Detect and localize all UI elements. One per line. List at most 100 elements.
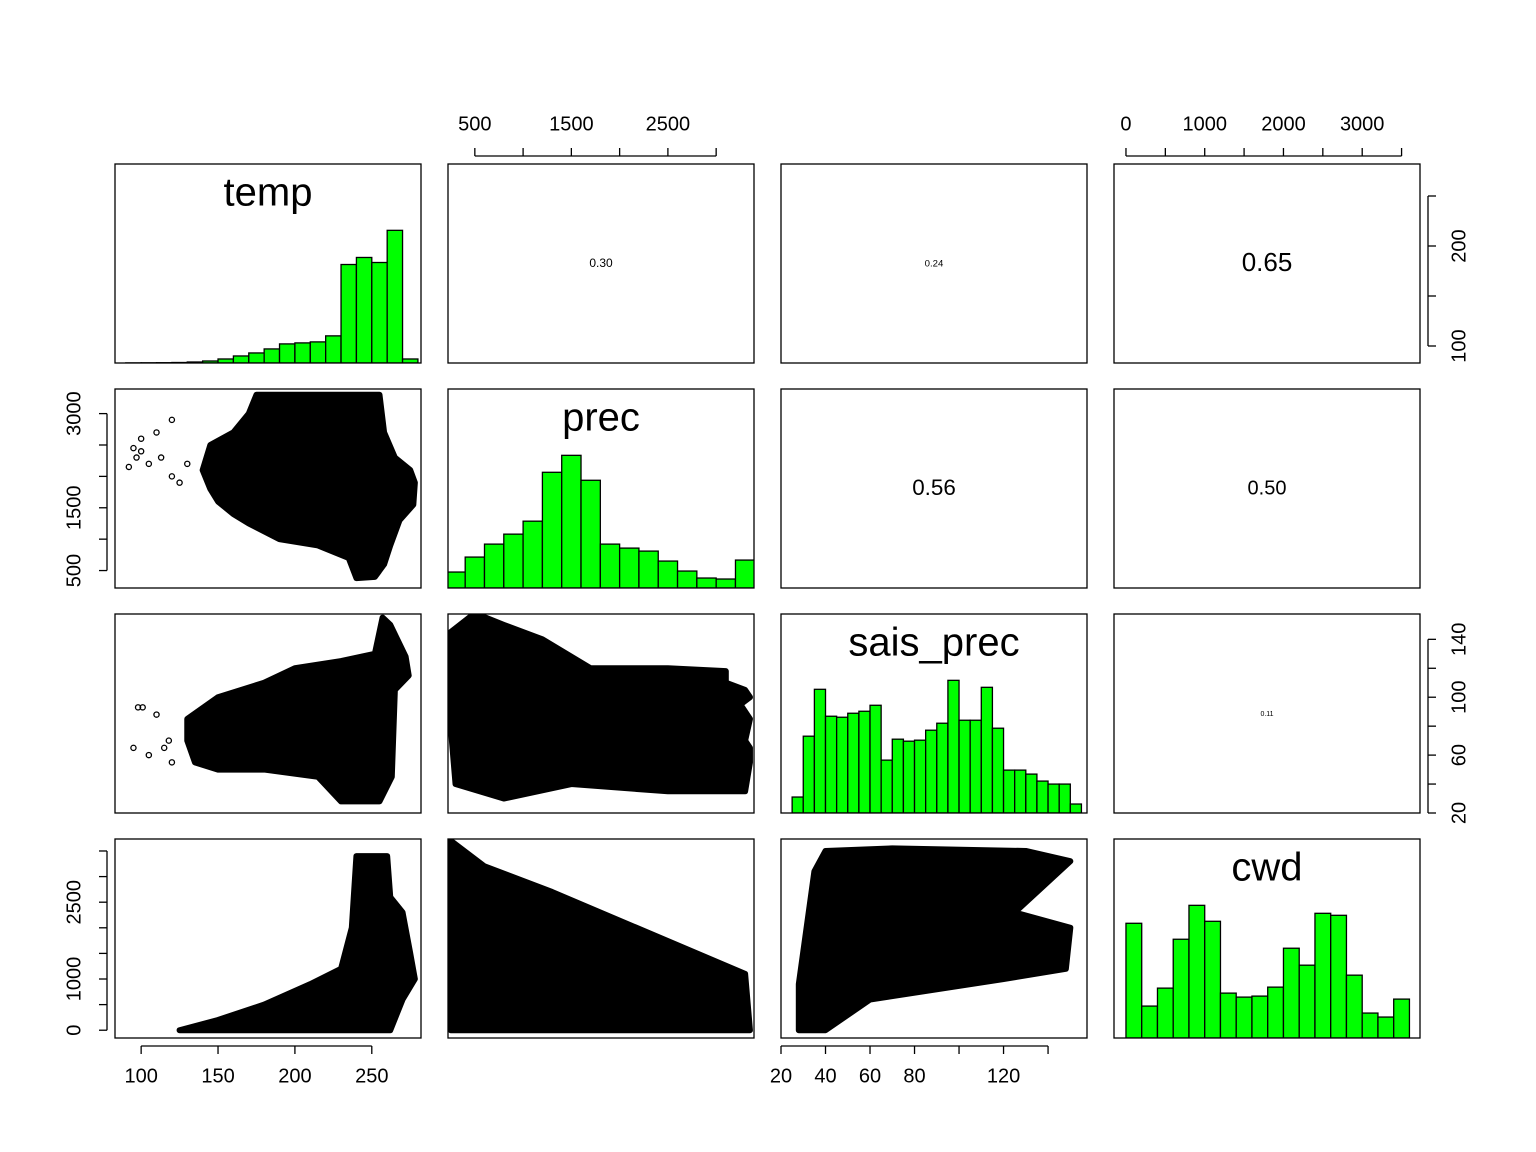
scatter-cloud [448,614,753,802]
hist-bar [1036,780,1049,813]
hist-bar [1172,938,1190,1038]
hist-bar [464,556,486,588]
panel-frame [447,388,755,589]
hist-bar [858,710,871,813]
tick-label: 40 [814,1065,836,1087]
hist-bar [1069,803,1083,813]
hist-bar [802,735,816,813]
panel [130,614,412,805]
hist-bar [309,341,327,363]
panel [448,454,754,588]
hist-bar [541,471,563,588]
hist-bar [1345,974,1363,1038]
hist-bar [325,335,342,363]
hist-bar [936,722,949,813]
hist-bar [1156,987,1174,1038]
tick-label: 3000 [1340,113,1385,135]
hist-bar [263,348,281,363]
hist-bar [1058,783,1071,813]
scatter-cloud [448,839,753,1034]
scatter-point [137,435,145,442]
correlation: 0.24 [925,259,944,270]
panel-frame [1113,838,1421,1039]
scatter-point [168,473,176,480]
hist-bar [1267,986,1285,1038]
tick-label: 120 [987,1065,1020,1087]
tick-label: 1500 [63,486,85,530]
scatter-cloud [199,391,418,582]
hist-bar [386,229,404,363]
hist-bar [618,547,640,588]
variable-label: sais_prec [848,621,1019,665]
panel [1125,904,1411,1038]
panel-frame [780,163,1088,364]
hist-bar [715,578,737,588]
tick-label: 0 [1120,113,1131,135]
tick-label: 1000 [1182,113,1227,135]
correlation: 0.30 [589,256,613,270]
scatter-point [130,744,137,752]
hist-bar [1025,773,1038,813]
hist-bar [1235,996,1253,1038]
hist-bar [835,716,849,813]
tick-label: 500 [458,113,491,135]
tick-label: 100 [1448,681,1470,714]
hist-bar [355,256,373,363]
panel-frame [447,613,755,814]
hist-bar [1188,904,1206,1038]
tick-label: 200 [1448,229,1470,262]
hist-bar [340,263,358,363]
hist-bar [902,740,916,813]
hist-bar [824,715,838,813]
scatter-cloud [176,853,418,1034]
hist-bar [638,550,659,588]
scatter-point [125,463,133,471]
hist-bar [847,712,860,813]
scatter-point [145,751,153,759]
panel-frame [1113,388,1421,589]
correlation: 0.65 [1242,247,1293,277]
panel-frame [780,613,1088,814]
panel-frame [114,838,422,1039]
hist-bar [1002,769,1016,813]
variable-label: cwd [1231,846,1302,890]
hist-bar [696,577,717,588]
tick-label: 100 [1448,329,1470,362]
tick-label: 2500 [63,880,85,925]
hist-bar [734,559,754,588]
hist-bar [1125,922,1143,1038]
hist-bar [947,679,960,813]
hist-bar [483,543,505,588]
tick-label: 60 [859,1065,881,1087]
hist-bar [1298,964,1316,1038]
variable-label: prec [562,396,640,440]
tick-label: 500 [63,554,85,587]
hist-bar [791,796,804,813]
panel-frame [114,613,422,814]
tick-label: 200 [278,1065,311,1087]
correlation: 0.11 [1260,711,1273,718]
hist-bar [657,560,679,588]
scatter-point [145,460,153,468]
scatter-point [168,416,176,424]
hist-bar [1141,1005,1159,1038]
hist-bar [278,343,296,363]
panel [795,845,1074,1034]
scatter-cloud [184,614,412,805]
scatter-point [137,448,145,455]
panel-frame [447,838,755,1039]
hist-bar [991,727,1005,813]
hist-bar [925,729,938,813]
panel-frame [780,388,1088,589]
scatter-point [165,737,173,744]
hist-bar [1014,769,1027,813]
panel-frame [1113,613,1421,814]
hist-bar [1204,920,1222,1038]
panel [791,679,1083,813]
scatter-point [184,460,191,468]
hist-bar [880,759,893,813]
scatter-point [168,759,176,766]
hist-bar [503,533,524,588]
hist-bar [969,719,982,813]
tick-label: 100 [124,1065,157,1087]
